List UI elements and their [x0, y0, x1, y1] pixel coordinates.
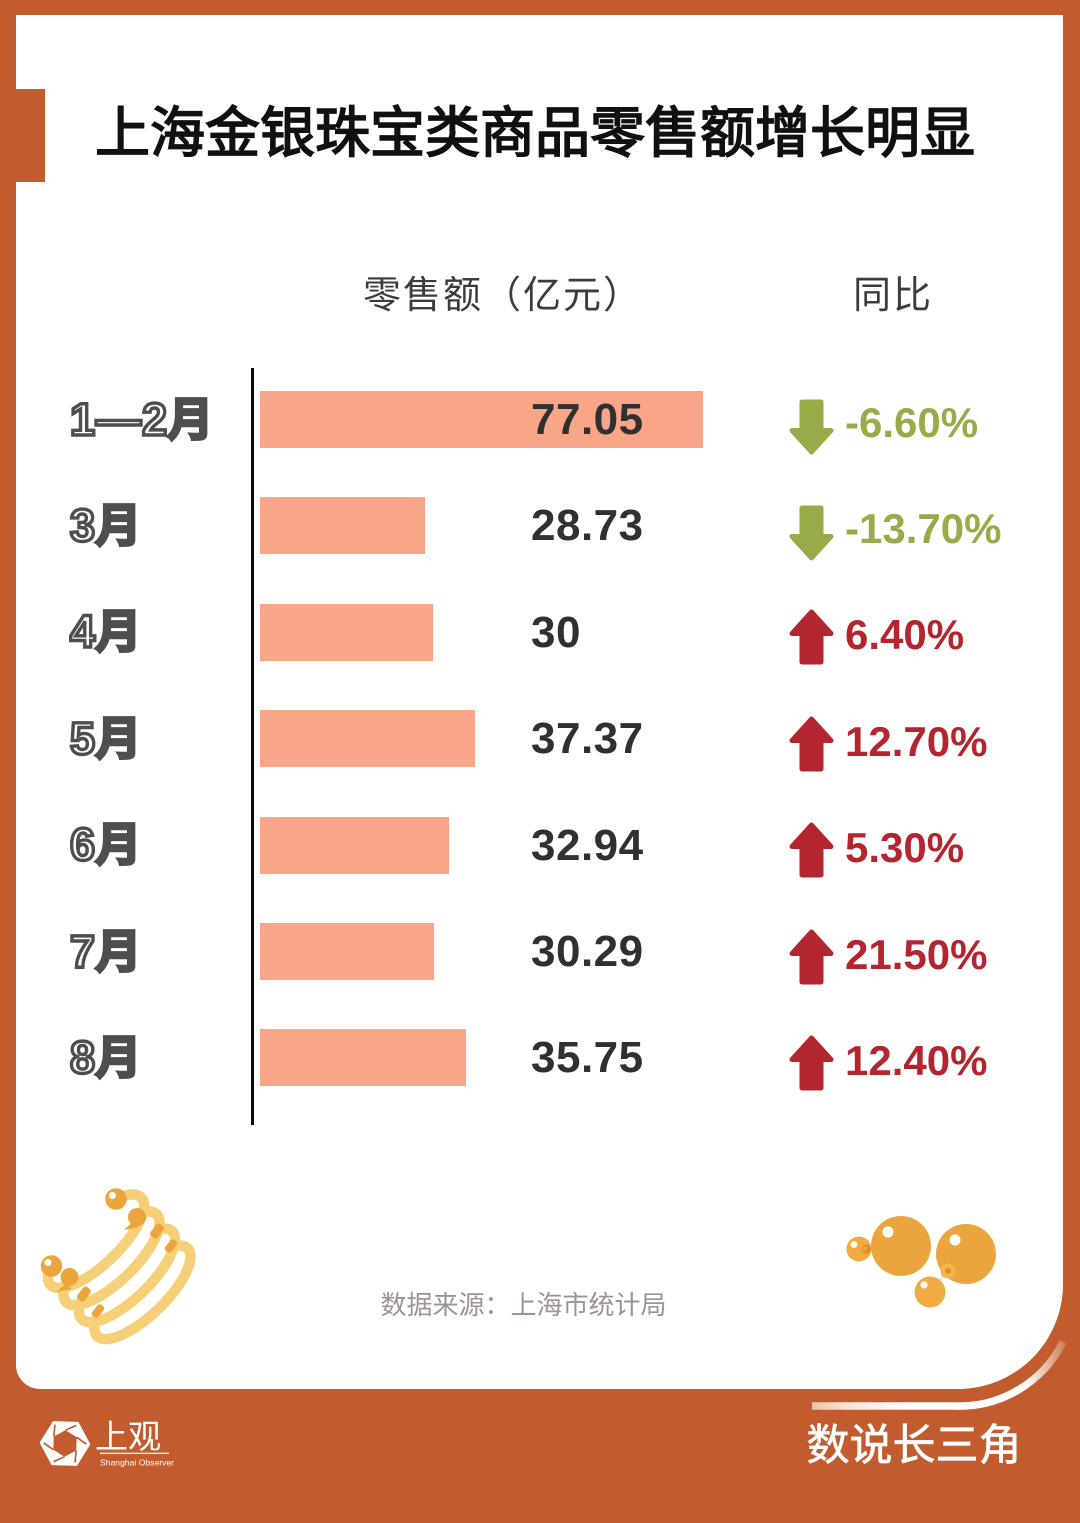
- bar: [260, 1029, 466, 1087]
- swoosh-curve: [812, 1340, 1067, 1410]
- category-label: 8月: [68, 1030, 143, 1084]
- gold-beads-illustration: [846, 1216, 996, 1308]
- category-label: 5月: [68, 711, 143, 765]
- title-accent-tab: [0, 89, 45, 182]
- category-label: 3月: [68, 498, 143, 552]
- down-arrow-icon: [789, 505, 834, 561]
- logo-cn-text: 上观: [95, 1420, 161, 1456]
- logo-divider: [100, 1452, 169, 1455]
- value-label: 37.37: [531, 714, 644, 764]
- value-label: 35.75: [531, 1033, 644, 1083]
- shutter-icon: [40, 1421, 91, 1466]
- bar: [260, 497, 426, 555]
- yoy-label: 12.70%: [845, 717, 988, 765]
- category-label: 6月: [68, 817, 143, 871]
- column-header-yoy: 同比: [852, 275, 933, 317]
- shanghai-observer-logo: 上观 Shanghai Observer: [40, 1420, 174, 1468]
- yoy-label: 12.40%: [845, 1036, 988, 1084]
- value-label: 32.94: [531, 820, 644, 870]
- up-arrow-icon: [789, 1035, 834, 1091]
- value-label: 30: [531, 607, 581, 657]
- page-title: 上海金银珠宝类商品零售额增长明显: [95, 102, 976, 164]
- column-header-retail: 零售额（亿元）: [362, 275, 643, 317]
- yoy-label: 5.30%: [845, 824, 965, 872]
- bar: [260, 710, 475, 768]
- yoy-label: 21.50%: [845, 930, 988, 978]
- brand-wordmark: 数说长三角: [806, 1423, 1022, 1471]
- category-label: 1—2月: [68, 392, 215, 446]
- bracelet-illustration: [40, 1188, 196, 1345]
- category-label: 7月: [68, 924, 143, 978]
- chart-axis-line: [251, 368, 254, 1125]
- yoy-label: 6.40%: [845, 611, 965, 659]
- category-label: 4月: [68, 605, 143, 659]
- up-arrow-icon: [789, 929, 834, 984]
- down-arrow-icon: [789, 399, 834, 454]
- value-label: 77.05: [531, 395, 644, 444]
- yoy-label: -13.70%: [845, 504, 1002, 552]
- up-arrow-icon: [789, 822, 834, 878]
- bar: [260, 391, 703, 448]
- content-card: [16, 15, 1063, 1389]
- up-arrow-icon: [789, 609, 834, 665]
- yoy-label: -6.60%: [845, 398, 979, 446]
- up-arrow-icon: [789, 716, 834, 772]
- logo-en-text: Shanghai Observer: [100, 1458, 174, 1468]
- value-label: 30.29: [531, 927, 644, 976]
- bar: [260, 816, 450, 874]
- value-label: 28.73: [531, 501, 644, 551]
- bar: [260, 923, 435, 980]
- data-source-note: 数据来源：上海市统计局: [380, 1290, 667, 1320]
- bar: [260, 603, 433, 661]
